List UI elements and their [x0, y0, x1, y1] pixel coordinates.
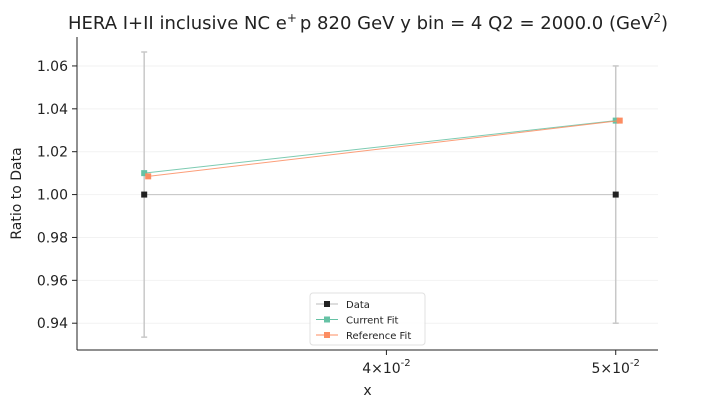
legend-marker	[324, 316, 330, 323]
y-tick-label: 0.96	[37, 273, 68, 289]
series-line	[144, 120, 616, 174]
y-tick-label: 1.04	[37, 102, 68, 118]
series-data	[141, 51, 619, 338]
x-axis-ticks: 4×10-2 5×10-2	[362, 350, 640, 377]
chart-title: HERA I+II inclusive NC e+ p 820 GeV y bin…	[68, 11, 668, 34]
y-tick-label: 1.00	[37, 188, 68, 204]
series-layer	[141, 51, 623, 338]
y-axis-ticks: 0.94 0.96 0.98 1.00 1.02 1.04 1.06	[37, 59, 77, 332]
data-point	[145, 173, 152, 180]
y-tick-label: 1.06	[37, 59, 68, 75]
data-point	[141, 191, 148, 198]
data-point	[612, 191, 619, 198]
legend-label: Reference Fit	[346, 331, 411, 342]
y-tick-label: 0.94	[37, 316, 68, 332]
legend: Data Current Fit Reference Fit	[309, 292, 426, 346]
legend-box	[309, 292, 426, 346]
legend-label: Current Fit	[346, 316, 399, 327]
legend-marker	[324, 301, 330, 307]
y-tick-label: 1.02	[37, 145, 68, 161]
legend-label: Data	[346, 300, 370, 311]
series-reference-fit	[145, 117, 623, 180]
x-tick-label: 5×10-2	[592, 358, 640, 377]
y-axis-label: Ratio to Data	[9, 147, 25, 239]
legend-marker	[324, 332, 330, 338]
series-current-fit	[141, 117, 619, 177]
data-point	[141, 170, 148, 177]
y-tick-label: 0.98	[37, 230, 68, 246]
x-axis-label: x	[363, 383, 371, 399]
series-line	[148, 120, 620, 177]
x-tick-label: 4×10-2	[362, 358, 410, 377]
data-point	[616, 117, 623, 124]
